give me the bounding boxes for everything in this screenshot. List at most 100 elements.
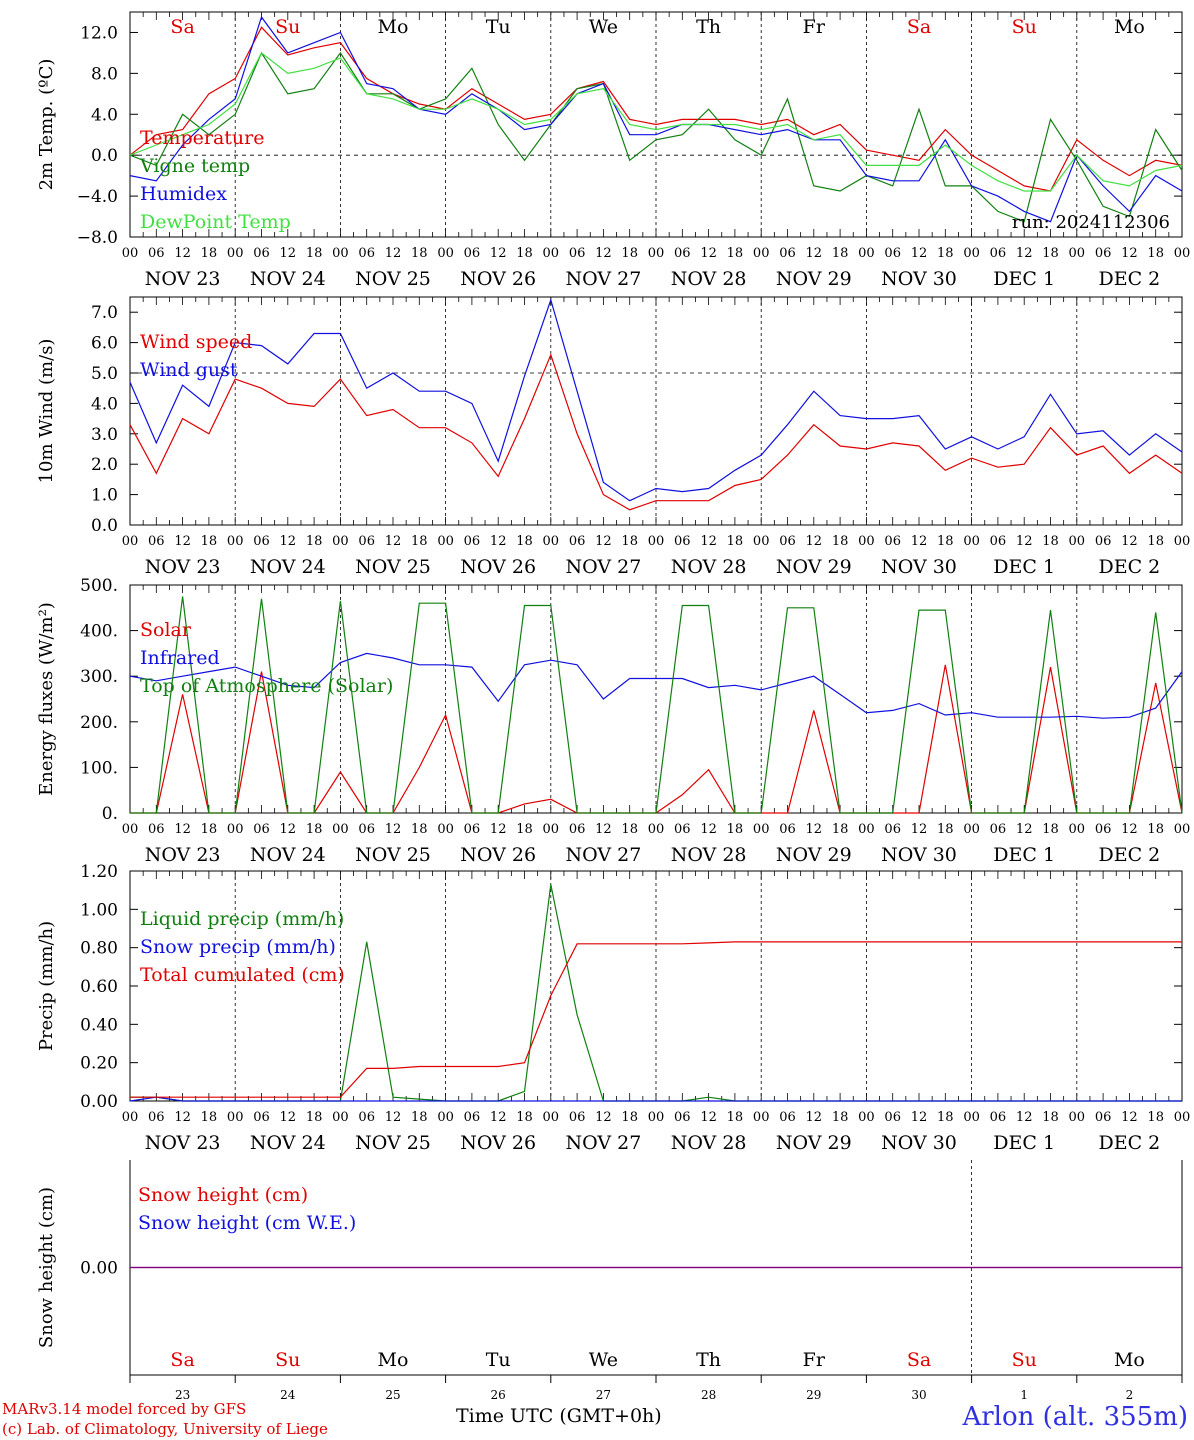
y-tick-label: 0.00	[80, 1259, 118, 1279]
x-hour-label: 00	[543, 822, 560, 837]
x-date-label: NOV 27	[565, 1132, 641, 1154]
x-hour-label: 18	[1042, 1110, 1059, 1125]
day-number-label: 28	[701, 1388, 716, 1402]
y-tick-label: 0.80	[80, 939, 118, 959]
x-hour-label: 00	[858, 1110, 875, 1125]
x-hour-label: 18	[937, 534, 954, 549]
x-hour-label: 00	[332, 534, 349, 549]
weekday-label: Su	[275, 1349, 300, 1371]
x-date-label: NOV 24	[250, 844, 326, 866]
x-hour-label: 06	[148, 246, 165, 261]
y-tick-label: 0.00	[80, 1092, 118, 1112]
x-hour-label: 18	[621, 1110, 638, 1125]
x-hour-label: 06	[358, 822, 375, 837]
series-line-green	[129, 51, 1183, 223]
x-hour-label: 06	[674, 534, 691, 549]
x-hour-label: 12	[700, 534, 717, 549]
x-hour-label: 06	[464, 822, 481, 837]
legend-entry: Snow precip (mm/h)	[140, 936, 336, 958]
x-hour-label: 12	[911, 822, 928, 837]
x-hour-label: 06	[569, 534, 586, 549]
y-tick-label: 300.	[80, 667, 118, 687]
x-hour-label: 18	[621, 246, 638, 261]
y-tick-label: 0.0	[91, 516, 118, 536]
y-tick-label: 1.00	[80, 900, 118, 920]
x-hour-label: 00	[753, 822, 770, 837]
y-tick-label: 0.40	[80, 1015, 118, 1035]
x-hour-label: 12	[911, 1110, 928, 1125]
x-hour-label: 00	[437, 534, 454, 549]
weekday-label: Fr	[803, 16, 826, 38]
x-hour-label: 12	[1121, 822, 1138, 837]
x-hour-label: 18	[1147, 822, 1164, 837]
x-hour-label: 12	[280, 534, 297, 549]
x-hour-label: 00	[227, 246, 244, 261]
x-hour-label: 18	[1042, 534, 1059, 549]
chart-panel-5: 0.00 Snow height (cm) Snow height (cm) Snow…	[36, 1160, 1183, 1402]
x-hour-label: 12	[1016, 822, 1033, 837]
x-hour-label: 12	[174, 822, 191, 837]
x-hour-label: 12	[595, 822, 612, 837]
x-hour-label: 00	[648, 1110, 665, 1125]
x-hour-label: 12	[490, 534, 507, 549]
x-hour-label: 12	[490, 1110, 507, 1125]
x-hour-label: 18	[306, 246, 323, 261]
legend-entry: Temperature	[140, 127, 264, 149]
x-hour-label: 18	[411, 1110, 428, 1125]
x-hour-label: 06	[1095, 1110, 1112, 1125]
x-hour-label: 12	[595, 246, 612, 261]
x-hour-label: 12	[385, 534, 402, 549]
y-tick-label: 4.0	[91, 105, 118, 125]
x-hour-label: 00	[437, 822, 454, 837]
x-hour-label: 00	[753, 246, 770, 261]
y-tick-label: 0.0	[91, 146, 118, 166]
x-hour-label: 18	[1042, 822, 1059, 837]
x-hour-label: 12	[1016, 1110, 1033, 1125]
x-date-label: NOV 26	[460, 1132, 536, 1154]
x-date-label: NOV 23	[145, 844, 221, 866]
x-date-label: NOV 23	[145, 1132, 221, 1154]
series-line-blue	[129, 15, 1183, 223]
legend-entry: Solar	[140, 619, 192, 641]
x-date-label: DEC 2	[1099, 556, 1161, 578]
chart-panel-2: 7.0 6.0 5.0 4.0 3.0 2.0 1.0 0.0 10m Wind (m/s) Wi…	[36, 296, 1190, 578]
x-date-label: NOV 28	[671, 556, 747, 578]
x-hour-label: 00	[1174, 822, 1191, 837]
x-hour-label: 06	[1095, 534, 1112, 549]
chart-panel-4: 1.20 1.00 0.80 0.60 0.40 0.20 0.00 Precip (mm/h…	[36, 862, 1190, 1154]
x-hour-label: 06	[779, 1110, 796, 1125]
series-line-blue	[129, 298, 1183, 502]
x-date-label: NOV 23	[145, 556, 221, 578]
y-tick-label: 0.60	[80, 977, 118, 997]
x-hour-label: 06	[1095, 822, 1112, 837]
x-hour-label: 06	[148, 1110, 165, 1125]
x-date-label: NOV 24	[250, 1132, 326, 1154]
legend-entry: Snow height (cm W.E.)	[138, 1212, 356, 1234]
day-number-label: 25	[385, 1388, 400, 1402]
x-date-label: NOV 28	[671, 844, 747, 866]
x-hour-label: 06	[1095, 246, 1112, 261]
x-hour-label: 12	[595, 1110, 612, 1125]
x-hour-label: 12	[280, 246, 297, 261]
x-hour-label: 06	[884, 822, 901, 837]
day-number-label: 26	[491, 1388, 506, 1402]
x-date-label: DEC 2	[1099, 268, 1161, 290]
y-tick-label: −8.0	[77, 228, 118, 248]
x-hour-label: 00	[648, 246, 665, 261]
x-hour-label: 00	[332, 1110, 349, 1125]
x-hour-label: 00	[122, 246, 139, 261]
x-date-label: NOV 29	[776, 844, 852, 866]
series-line-lime	[129, 51, 1183, 192]
x-hour-label: 18	[411, 822, 428, 837]
x-date-label: NOV 24	[250, 268, 326, 290]
day-number-label: 1	[1020, 1388, 1028, 1402]
x-hour-label: 06	[674, 246, 691, 261]
legend-entry: Total cumulated (cm)	[140, 964, 345, 986]
y-tick-label: 3.0	[91, 425, 118, 445]
x-date-label: NOV 30	[881, 844, 957, 866]
x-hour-label: 18	[937, 822, 954, 837]
x-hour-label: 00	[753, 1110, 770, 1125]
x-hour-label: 00	[1069, 1110, 1086, 1125]
x-date-label: DEC 1	[993, 268, 1055, 290]
series-line-red	[130, 941, 1182, 1098]
